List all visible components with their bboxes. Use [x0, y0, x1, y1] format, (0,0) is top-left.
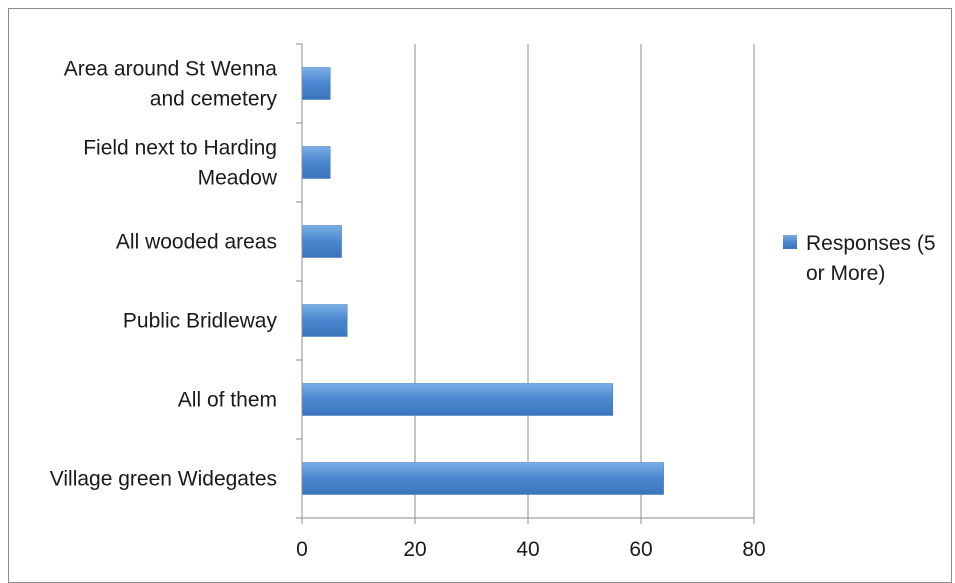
x-tick-labels: 0 20 40 60 80: [296, 538, 766, 561]
category-label: All of them: [178, 389, 277, 412]
bar: [301, 225, 342, 258]
legend-label-line-1: Responses (5: [806, 232, 936, 255]
category-label-line: All wooded areas: [116, 231, 277, 254]
x-tick-label: 0: [296, 538, 308, 561]
category-label-line: Area around St Wenna: [64, 58, 278, 81]
gridlines: [414, 44, 755, 518]
category-label: Area around St Wenna and cemetery: [64, 58, 278, 111]
category-label: Public Bridleway: [123, 310, 278, 333]
category-label-line: Public Bridleway: [123, 310, 278, 333]
legend-swatch: [783, 235, 797, 249]
legend-label: Responses (5 or More): [806, 232, 941, 285]
axes: [296, 43, 755, 524]
x-tick-label: 60: [629, 538, 652, 561]
category-label: Field next to Harding Meadow: [83, 137, 278, 190]
x-tick-label: 40: [516, 538, 539, 561]
legend: Responses (5 or More): [783, 232, 941, 285]
category-label-line: Meadow: [198, 167, 278, 190]
category-label: Village green Widegates: [50, 468, 277, 491]
bar: [301, 146, 331, 179]
bars: [301, 67, 664, 495]
bar: [301, 304, 348, 337]
category-label-line: All of them: [178, 389, 277, 412]
x-tick-label: 20: [403, 538, 426, 561]
x-tick-label: 80: [742, 538, 765, 561]
category-labels: Area around St Wenna and cemetery Field ne…: [50, 58, 278, 491]
category-label: All wooded areas: [116, 231, 277, 254]
category-label-line: and cemetery: [150, 88, 278, 111]
bar: [301, 383, 613, 416]
legend-label-line-2: or More): [806, 262, 885, 285]
category-label-line: Village green Widegates: [50, 468, 277, 491]
category-label-line: Field next to Harding: [83, 137, 277, 160]
bar: [301, 462, 664, 495]
bar: [301, 67, 331, 100]
